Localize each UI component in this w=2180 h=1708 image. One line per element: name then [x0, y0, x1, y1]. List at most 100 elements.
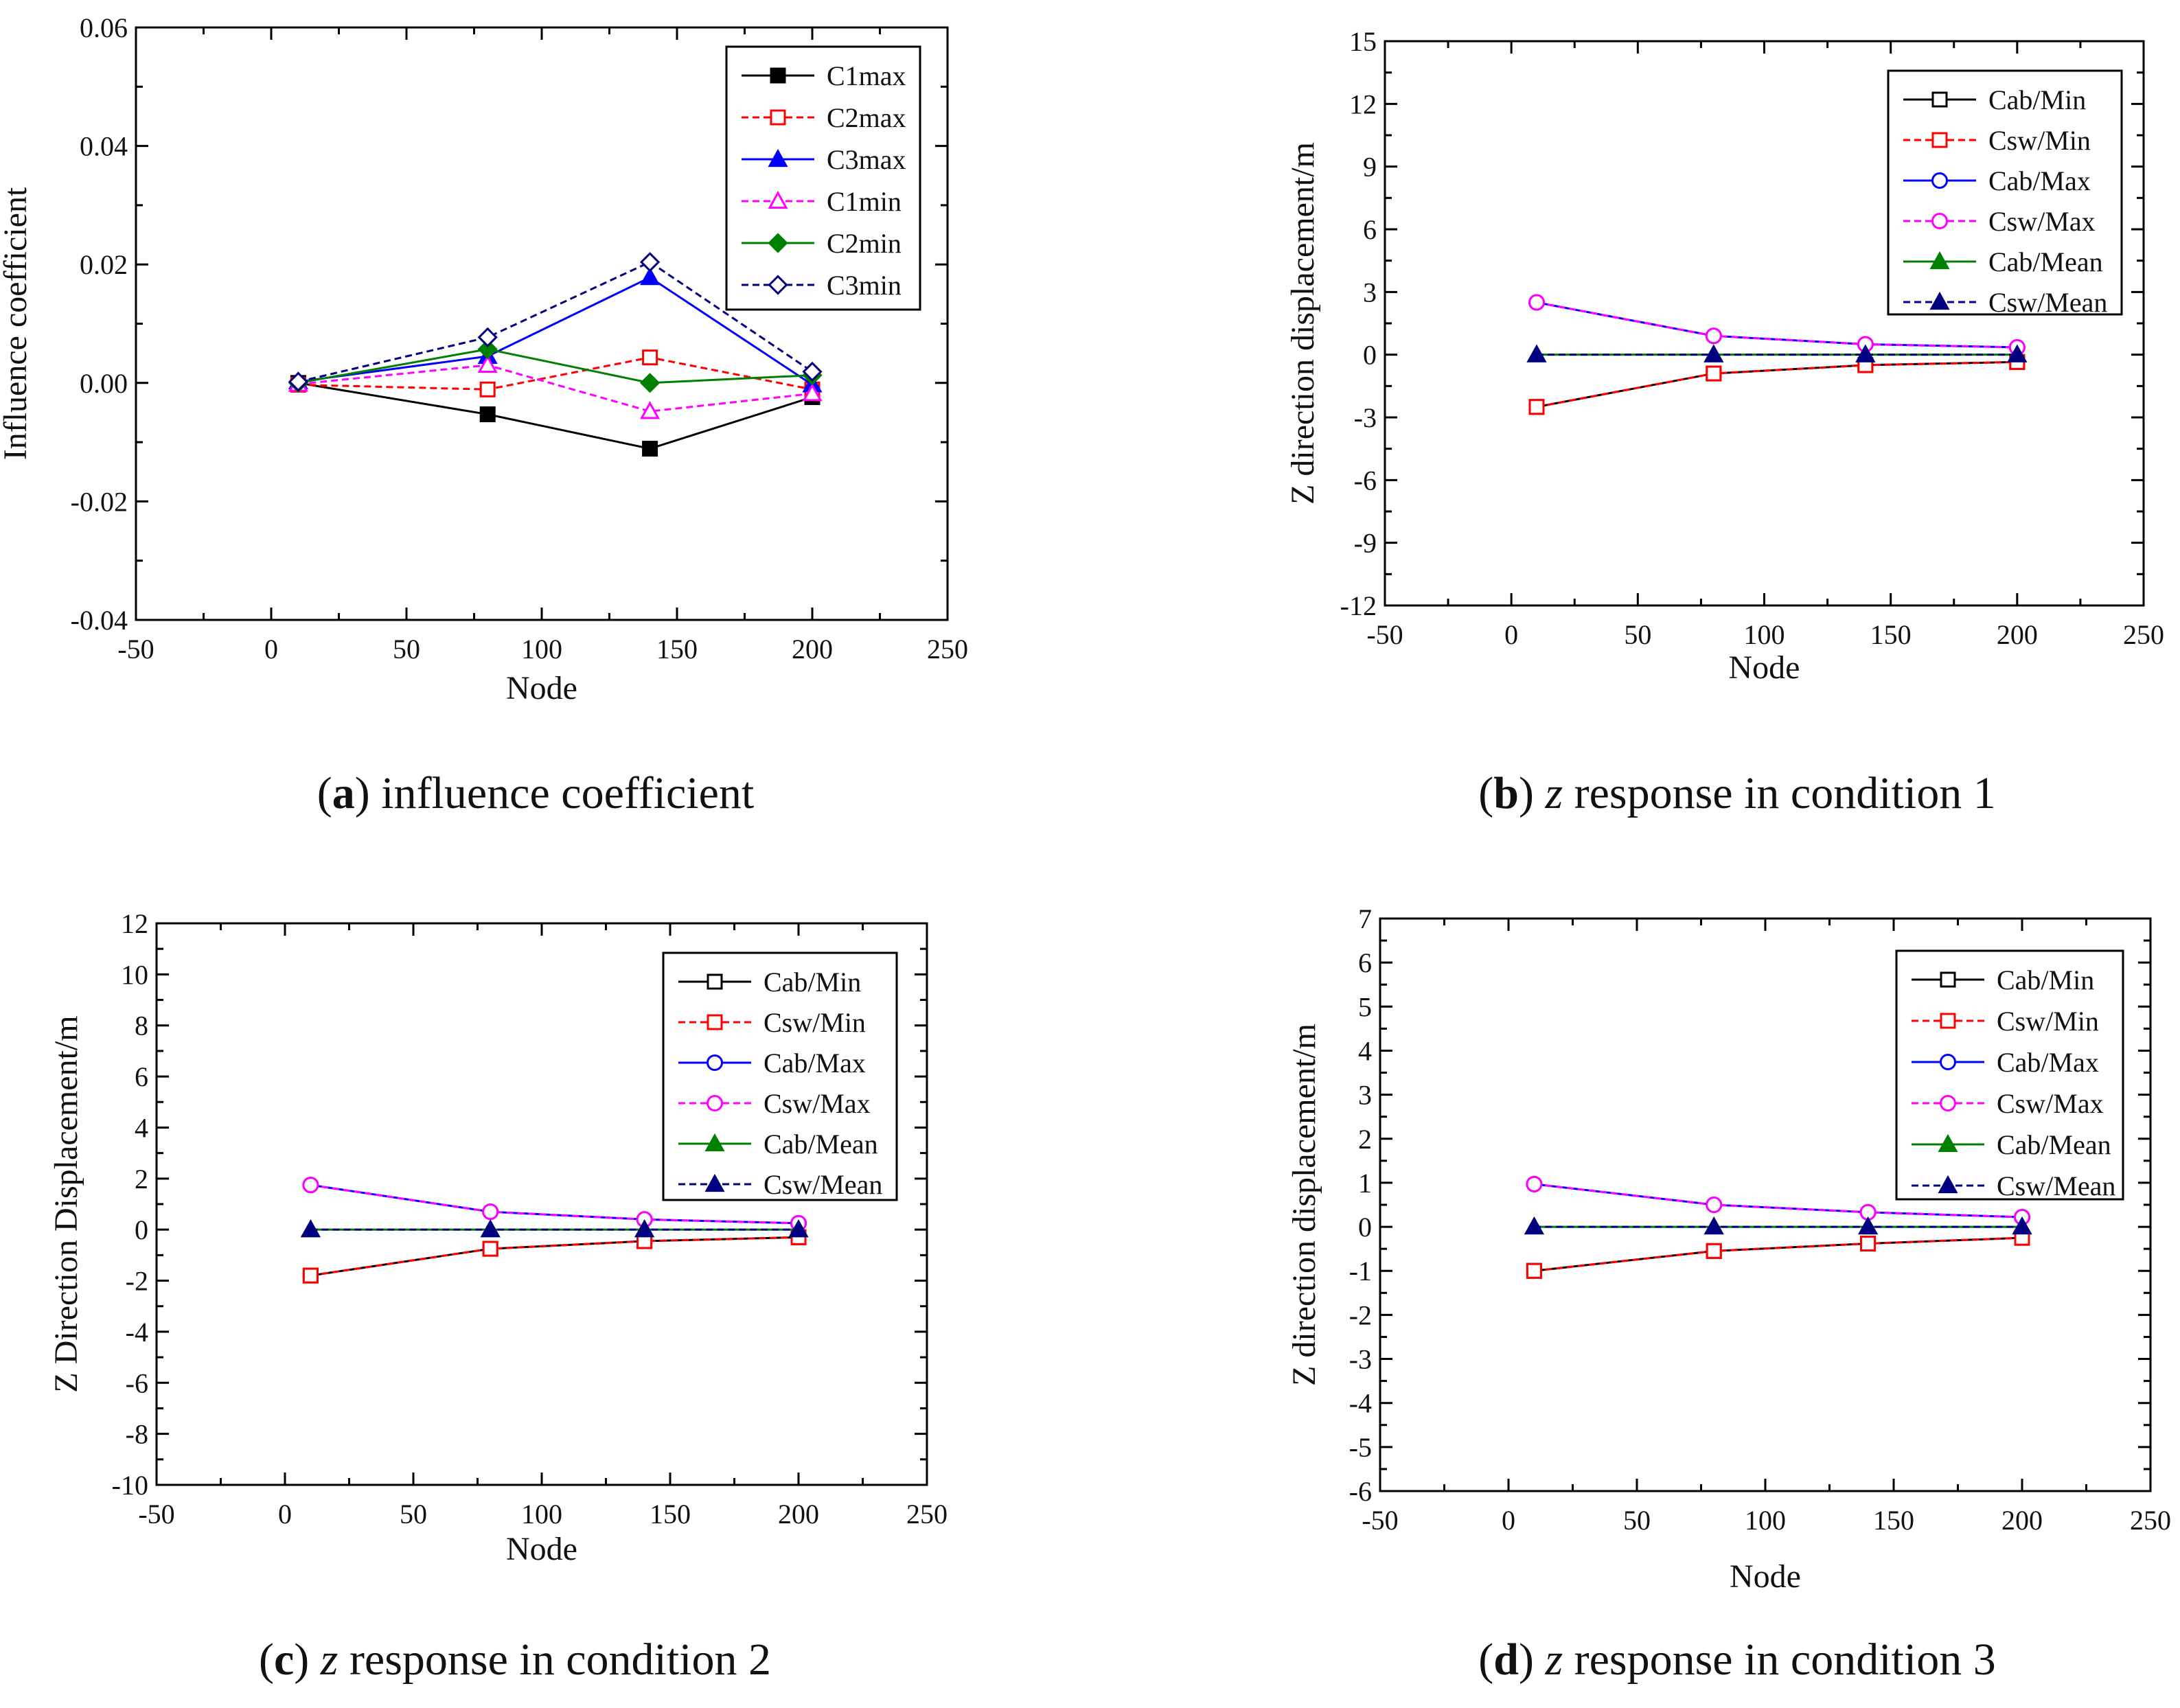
data-point-csw-min	[1528, 399, 1545, 415]
x-tick-label: 0	[1504, 619, 1518, 650]
y-tick-label: -4	[1349, 1388, 1372, 1419]
caption-c: (c) z response in condition 2	[258, 1635, 772, 1685]
x-tick-label: 200	[792, 634, 833, 665]
y-axis-label: Z Direction Displacement/m	[48, 1015, 84, 1392]
data-point-c1min	[477, 354, 498, 373]
legend-marker-c2max	[770, 109, 786, 126]
y-tick-label: -0.04	[71, 605, 128, 636]
legend-box	[1887, 69, 2123, 316]
y-tick-label: 4	[135, 1112, 148, 1143]
legend-marker-c1min	[768, 190, 788, 209]
y-tick-label: -3	[1354, 402, 1377, 433]
x-tick-label: -50	[117, 634, 154, 665]
caption-a: (a) influence coefficient	[317, 768, 755, 818]
data-point-csw-mean	[480, 1219, 501, 1238]
series-line-csw-min	[1534, 1236, 2023, 1272]
y-tick-label: -5	[1349, 1432, 1372, 1463]
series-csw-mean	[1526, 344, 2028, 362]
x-tick-label: 50	[393, 634, 420, 665]
data-point-csw-mean	[1858, 1216, 1879, 1235]
y-tick-label: -10	[112, 1470, 148, 1501]
series-line-csw-max	[310, 1184, 799, 1225]
legend-label-cab-max: Cab/Max	[1988, 165, 2091, 196]
legend-label-csw-max: Csw/Max	[1997, 1088, 2104, 1119]
caption-a-letter: a	[332, 768, 355, 818]
series-line-c3max	[298, 276, 813, 386]
y-tick-label: -4	[126, 1317, 148, 1348]
y-tick-label: 7	[1358, 903, 1372, 934]
caption-c-var: z	[320, 1635, 339, 1685]
legend-box	[1895, 949, 2124, 1201]
y-tick-label: 9	[1363, 152, 1377, 183]
legend-label-cab-mean: Cab/Mean	[764, 1129, 878, 1159]
x-tick-label: 50	[1623, 1505, 1651, 1536]
legend-label-csw-max: Csw/Max	[1988, 206, 2096, 237]
x-tick-label: 200	[778, 1499, 819, 1530]
y-tick-label: -2	[126, 1266, 148, 1297]
y-tick-label: 0	[135, 1214, 148, 1245]
series-line-csw-max	[1536, 301, 2017, 349]
data-point-csw-max	[302, 1177, 319, 1194]
data-point-csw-min	[1706, 1243, 1722, 1259]
legend-label-c1min: C1min	[827, 186, 902, 217]
data-point-c1min	[640, 401, 661, 419]
series-cab-min	[1526, 1230, 2030, 1279]
caption-d: (d) z response in condition 3	[1478, 1635, 1996, 1685]
legend-label-cab-max: Cab/Max	[764, 1048, 866, 1078]
y-tick-label: 0.04	[80, 131, 128, 162]
legend-marker-csw-max	[1931, 213, 1948, 229]
y-axis-label: Z direction displacement/m	[1285, 142, 1321, 505]
legend-marker-csw-min	[1940, 1013, 1956, 1029]
data-point-csw-mean	[2007, 344, 2028, 362]
series-line-csw-min	[1536, 360, 2017, 408]
legend-marker-csw-mean	[1929, 291, 1950, 310]
y-tick-label: 8	[135, 1011, 148, 1041]
legend-box	[662, 951, 898, 1201]
legend-marker-csw-max	[1940, 1095, 1956, 1111]
y-tick-label: -6	[126, 1367, 148, 1398]
legend-label-csw-max: Csw/Max	[764, 1088, 871, 1119]
data-point-c3max	[640, 267, 661, 286]
caption-b-letter: b	[1493, 768, 1519, 818]
legend: C1max C2max C3max C1min C2min C3min	[725, 45, 921, 311]
x-axis-label: Node	[506, 1531, 577, 1567]
data-point-csw-max	[1526, 1175, 1543, 1192]
x-tick-label: 200	[1997, 619, 2038, 650]
legend-label-c3max: C3max	[827, 144, 906, 175]
data-point-csw-min	[1526, 1262, 1542, 1279]
legend-marker-cab-mean	[704, 1133, 725, 1152]
x-tick-label: 200	[2001, 1505, 2043, 1536]
legend-marker-csw-max	[707, 1095, 723, 1111]
data-point-c2max	[642, 349, 658, 366]
legend-marker-cab-mean	[1929, 251, 1950, 270]
x-tick-label: 250	[2130, 1505, 2171, 1536]
legend-box	[725, 45, 921, 311]
legend-label-csw-min: Csw/Min	[764, 1007, 866, 1038]
legend-marker-csw-mean	[1938, 1175, 1958, 1194]
legend-marker-cab-max	[1931, 172, 1948, 189]
legend-label-csw-mean: Csw/Mean	[764, 1169, 882, 1200]
caption-a-text: influence coefficient	[381, 768, 755, 818]
y-tick-label: -9	[1354, 528, 1377, 559]
data-point-csw-mean	[1526, 344, 1547, 362]
caption-b: (b) z response in condition 1	[1478, 768, 1996, 818]
y-tick-label: 5	[1358, 991, 1372, 1022]
x-axis-label: Node	[506, 670, 577, 706]
x-tick-label: 150	[650, 1499, 691, 1530]
y-tick-label: -12	[1340, 590, 1377, 621]
x-tick-label: 50	[1624, 619, 1651, 650]
y-tick-label: 3	[1358, 1080, 1372, 1111]
legend-marker-cab-min	[1940, 971, 1956, 988]
caption-c-text: response in condition 2	[349, 1635, 772, 1685]
caption-b-var: z	[1545, 768, 1563, 818]
legend-label-csw-mean: Csw/Mean	[1988, 287, 2107, 318]
y-tick-label: 6	[1363, 214, 1377, 245]
series-line-c2min	[298, 348, 813, 384]
legend-marker-c2min	[768, 233, 788, 253]
caption-d-text: response in condition 3	[1574, 1635, 1996, 1685]
y-tick-label: -0.02	[71, 486, 128, 517]
series-csw-mean	[1524, 1216, 2032, 1235]
